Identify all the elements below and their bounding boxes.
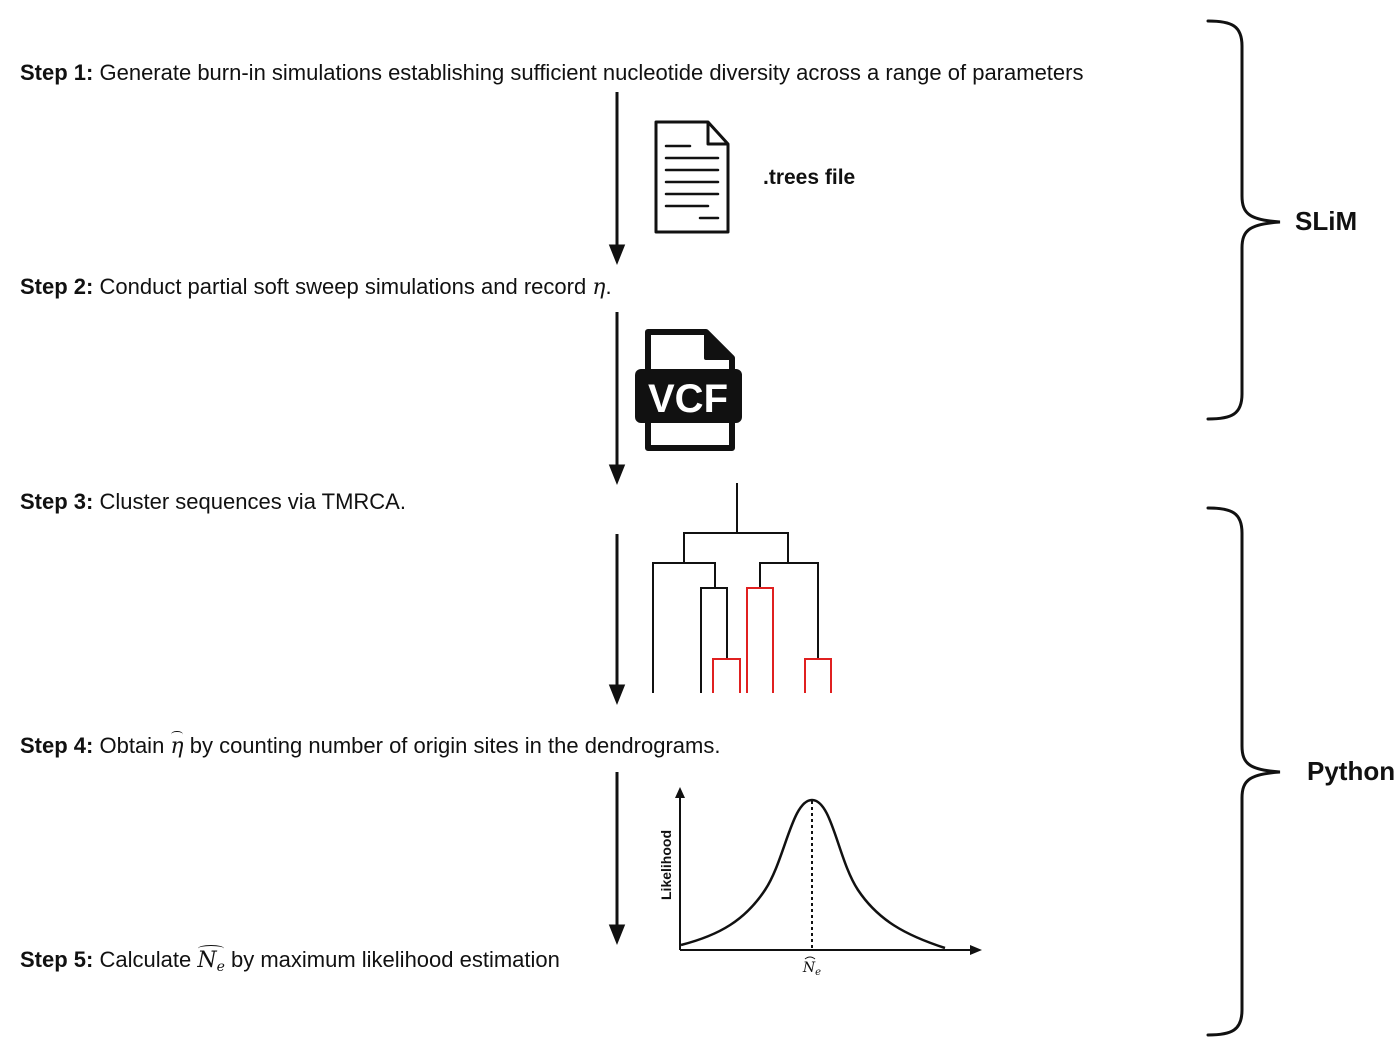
flow-arrows <box>608 92 626 946</box>
plot-ylabel: Likelihood <box>658 830 674 900</box>
likelihood-curve <box>680 798 946 950</box>
step-4-text: Obtain <box>99 733 171 758</box>
step-2-label: Step 2: <box>20 274 94 299</box>
step-2: Step 2: Conduct partial soft sweep simul… <box>20 274 612 301</box>
step-1-label: Step 1: <box>20 60 94 85</box>
likelihood-curve-icon: Likelihood Ne <box>658 787 982 978</box>
step-3-label: Step 3: <box>20 489 94 514</box>
vcf-text: VCF <box>648 377 728 421</box>
step-2-text-end: . <box>605 274 612 299</box>
step-5-label: Step 5: <box>20 947 94 972</box>
plot-xtick-sub: e <box>815 967 821 978</box>
plot-xtick-ne: Ne <box>802 960 821 978</box>
step-5: Step 5: Calculate Ne by maximum likeliho… <box>20 945 560 980</box>
step-3: Step 3: Cluster sequences via TMRCA. <box>20 489 406 515</box>
python-group-label: Python <box>1307 756 1396 786</box>
ne-hat-symbol: Ne <box>197 945 225 980</box>
step-4-label: Step 4: <box>20 733 94 758</box>
brace-slim <box>1206 19 1281 421</box>
eta-symbol: η <box>592 275 606 300</box>
dendrogram-icon <box>652 483 832 693</box>
step-4-text-end: by counting number of origin sites in th… <box>183 733 721 758</box>
brace-python <box>1206 506 1281 1037</box>
step-5-text-end: by maximum likelihood estimation <box>224 947 560 972</box>
ne-hat-sub: e <box>216 959 225 975</box>
trees-file-label: .trees file <box>763 166 856 189</box>
step-3-text: Cluster sequences via TMRCA. <box>99 489 406 514</box>
step-5-text: Calculate <box>99 947 198 972</box>
eta-hat-symbol: η <box>170 731 184 759</box>
vcf-file-icon: VCF <box>635 329 742 451</box>
plot-xtick-hat <box>804 956 816 960</box>
slim-group-label: SLiM <box>1295 206 1358 236</box>
plot-xtick-N: N <box>802 960 816 976</box>
document-icon <box>654 120 730 234</box>
step-4: Step 4: Obtain η by counting number of o… <box>20 731 721 760</box>
step-1: Step 1: Generate burn-in simulations est… <box>20 60 1083 86</box>
ne-hat-N: N <box>197 948 217 973</box>
step-2-text: Conduct partial soft sweep simulations a… <box>99 274 593 299</box>
step-1-text: Generate burn-in simulations establishin… <box>99 60 1084 85</box>
